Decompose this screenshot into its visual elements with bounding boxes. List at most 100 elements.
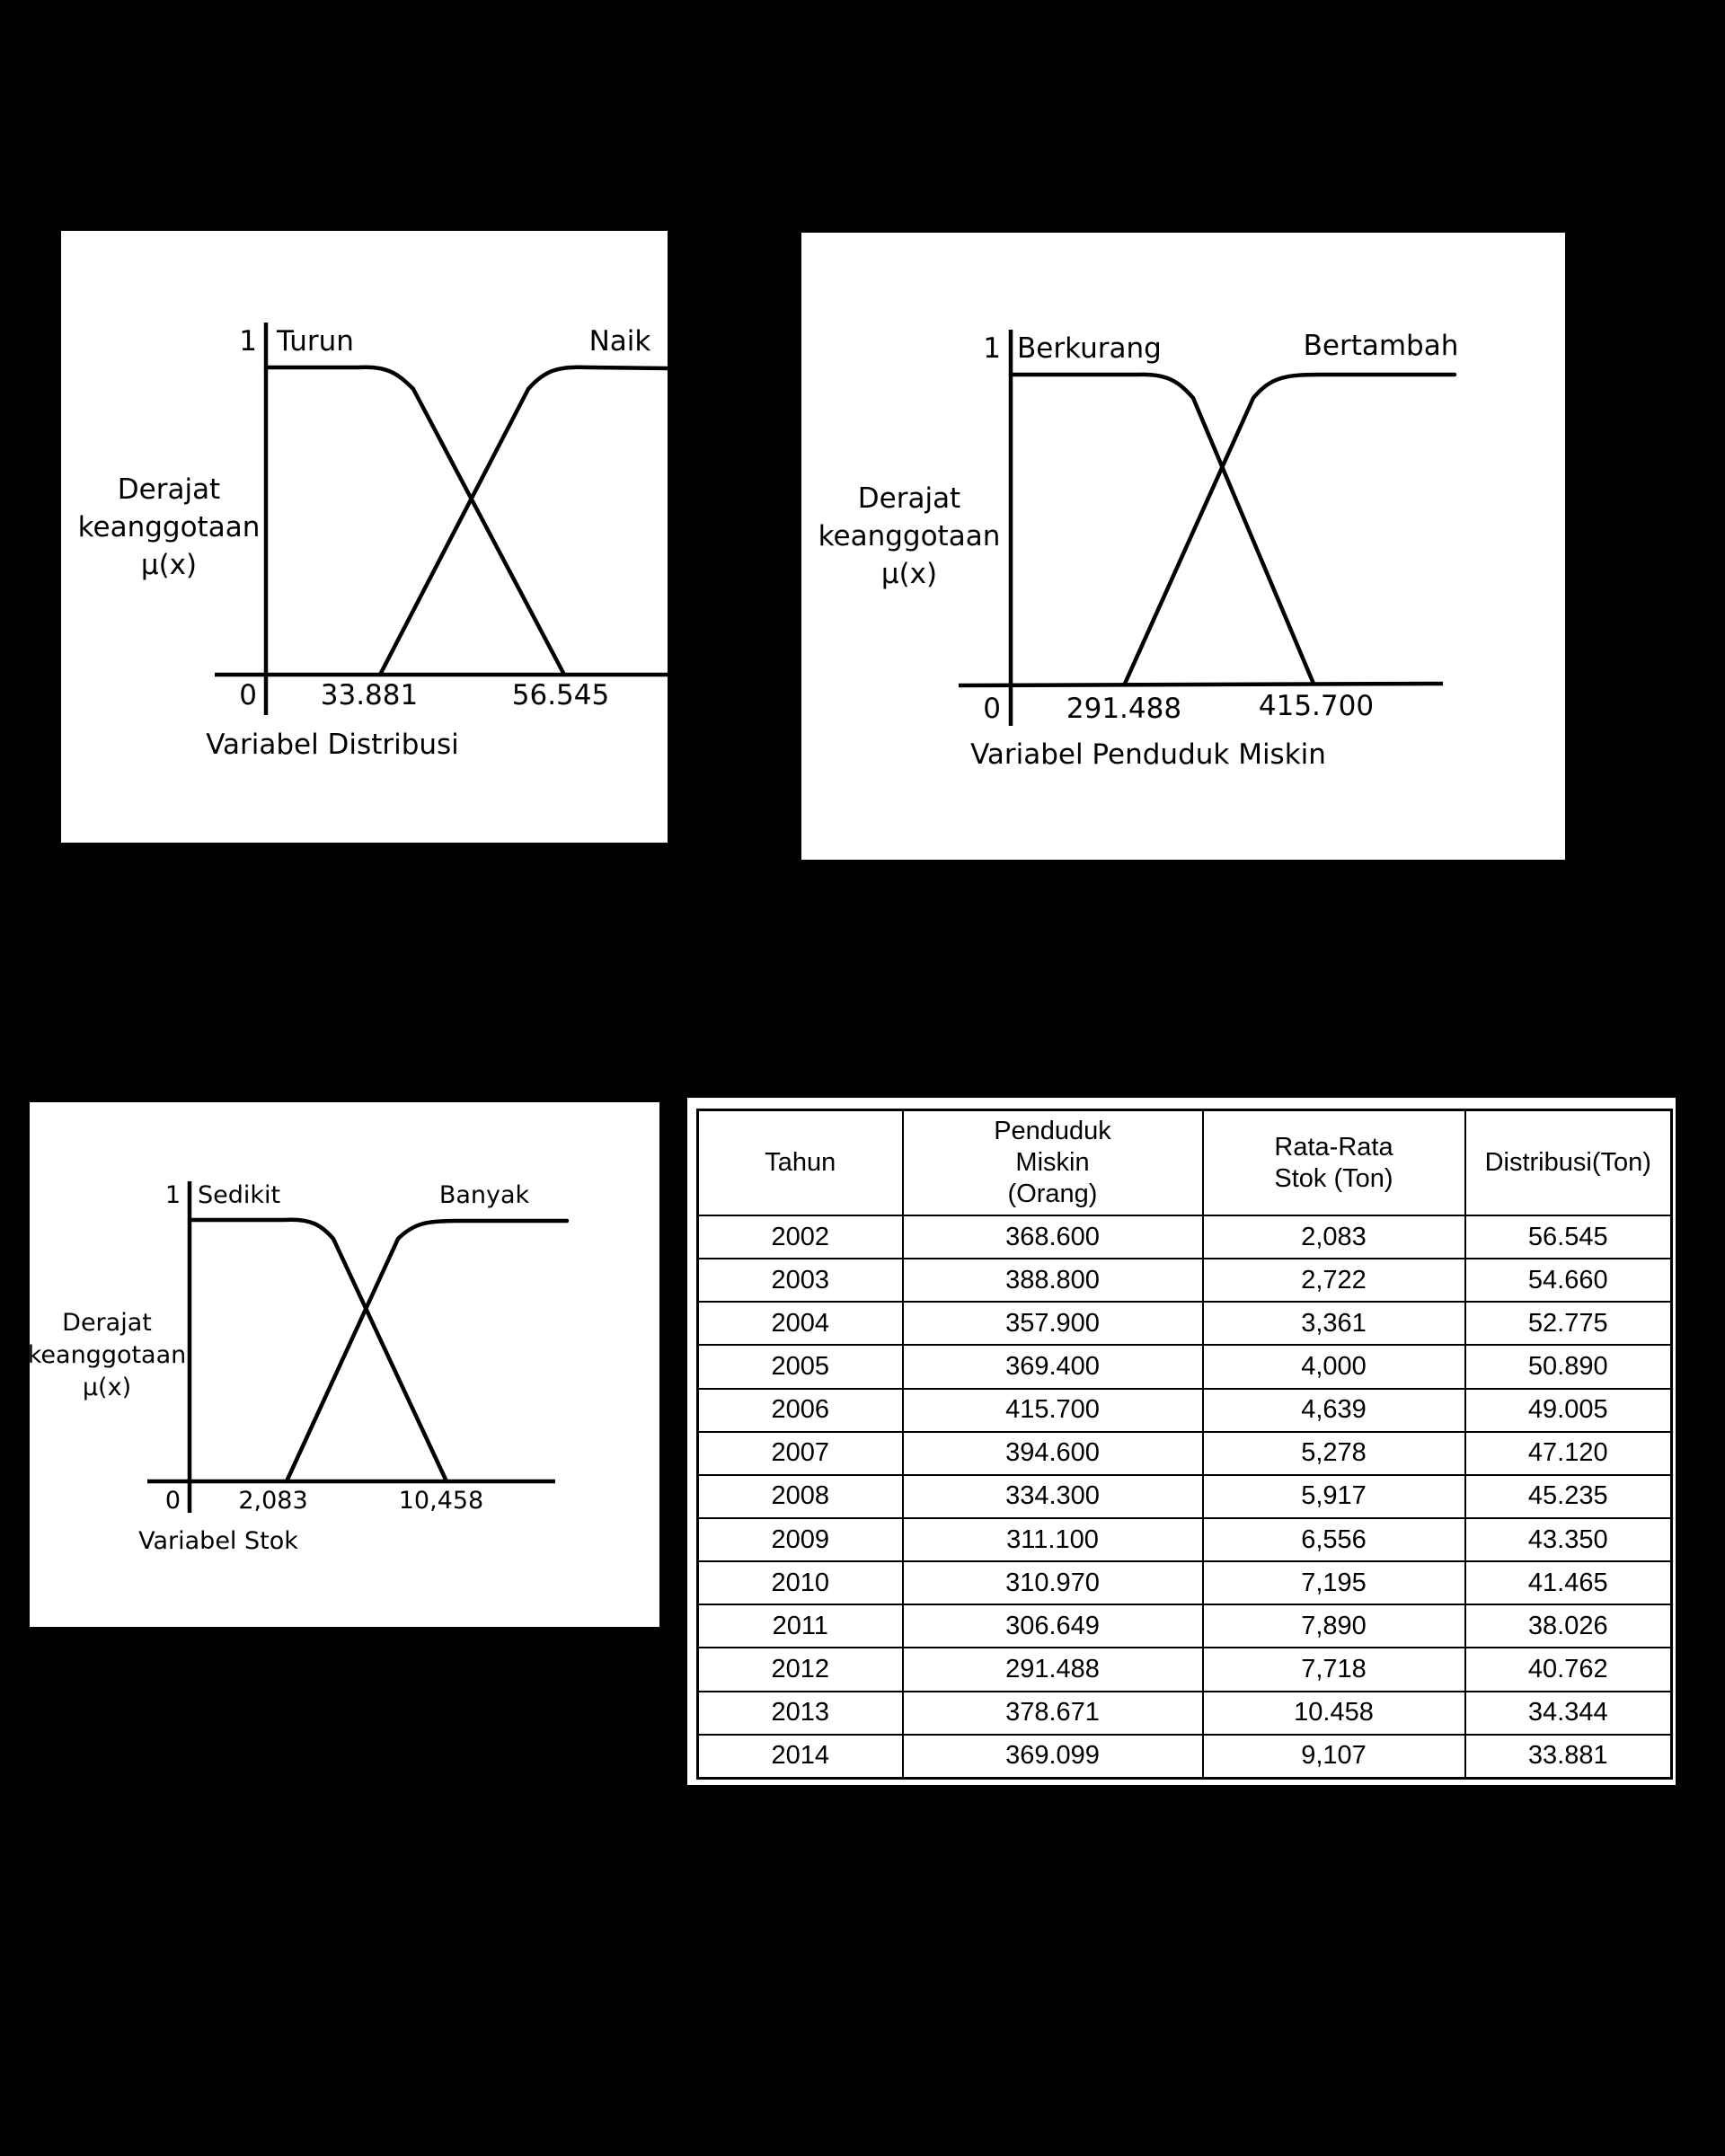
cell-rata-rata-stok: 2,083 bbox=[1201, 1214, 1466, 1260]
cell-penduduk-miskin: 369.400 bbox=[901, 1344, 1204, 1390]
table-row: 2010 310.970 7,195 41.465 bbox=[696, 1560, 1673, 1606]
cell-rata-rata-stok: 4,000 bbox=[1201, 1344, 1466, 1390]
axis-one-label: 1 bbox=[165, 1181, 181, 1209]
cell-distribusi: 33.881 bbox=[1464, 1733, 1673, 1780]
table-row: 2006 415.700 4,639 49.005 bbox=[696, 1387, 1673, 1433]
table-row: 2009 311.100 6,556 43.350 bbox=[696, 1516, 1673, 1563]
breakpoint-label-1: 33.881 bbox=[321, 679, 418, 711]
breakpoint-label-2: 56.545 bbox=[512, 679, 609, 711]
set-curve-banyak bbox=[284, 1218, 570, 1484]
y-axis-label-line-1: Derajat bbox=[858, 482, 960, 515]
cell-penduduk-miskin: 334.300 bbox=[901, 1473, 1204, 1519]
header-line: Tahun bbox=[765, 1148, 836, 1177]
cell-penduduk-miskin: 388.800 bbox=[901, 1258, 1204, 1303]
x-axis-label: Variabel Stok bbox=[138, 1527, 298, 1555]
cell-rata-rata-stok: 6,556 bbox=[1201, 1516, 1466, 1563]
cell-distribusi: 45.235 bbox=[1464, 1473, 1673, 1519]
data-table: Tahun Penduduk Miskin (Orang) Rata-Rata … bbox=[696, 1109, 1673, 1780]
cell-distribusi: 49.005 bbox=[1464, 1387, 1673, 1433]
cell-penduduk-miskin: 310.970 bbox=[901, 1560, 1204, 1606]
cell-tahun: 2012 bbox=[696, 1647, 904, 1692]
header-line: Distribusi(Ton) bbox=[1484, 1148, 1651, 1177]
breakpoint-label-2: 415.700 bbox=[1259, 690, 1374, 722]
cell-rata-rata-stok: 10.458 bbox=[1201, 1690, 1466, 1736]
axis-one-label: 1 bbox=[983, 332, 1001, 365]
cell-tahun: 2002 bbox=[696, 1214, 904, 1260]
diagram-stok: 1 0 Sedikit Banyak 2,083 10,458 Derajat … bbox=[28, 1102, 659, 1627]
set-curve-sedikit bbox=[187, 1217, 449, 1484]
column-header-tahun: Tahun bbox=[696, 1109, 904, 1216]
cell-rata-rata-stok: 7,890 bbox=[1201, 1604, 1466, 1649]
cell-tahun: 2007 bbox=[696, 1430, 904, 1476]
header-line: Penduduk bbox=[994, 1117, 1111, 1145]
cell-rata-rata-stok: 9,107 bbox=[1201, 1733, 1466, 1780]
cell-tahun: 2009 bbox=[696, 1516, 904, 1563]
cell-rata-rata-stok: 4,639 bbox=[1201, 1387, 1466, 1433]
cell-tahun: 2014 bbox=[696, 1733, 904, 1780]
membership-chart-distribusi: 1 0 Turun Naik 33.881 56.545 Derajat kea… bbox=[78, 323, 670, 761]
column-header-distribusi: Distribusi(Ton) bbox=[1464, 1109, 1673, 1216]
cell-distribusi: 34.344 bbox=[1464, 1690, 1673, 1736]
x-axis bbox=[958, 681, 1444, 688]
cell-tahun: 2008 bbox=[696, 1473, 904, 1519]
cell-penduduk-miskin: 291.488 bbox=[901, 1647, 1204, 1692]
cell-penduduk-miskin: 311.100 bbox=[901, 1516, 1204, 1563]
cell-rata-rata-stok: 5,278 bbox=[1201, 1430, 1466, 1476]
cell-distribusi: 54.660 bbox=[1464, 1258, 1673, 1303]
y-axis-label-line-3: µ(x) bbox=[881, 558, 937, 590]
cell-tahun: 2010 bbox=[696, 1560, 904, 1606]
y-axis-label-line-2: keanggotaan bbox=[818, 520, 1001, 552]
cell-rata-rata-stok: 5,917 bbox=[1201, 1473, 1466, 1519]
header-line: Stok (Ton) bbox=[1274, 1163, 1393, 1193]
table-row: 2004 357.900 3,361 52.775 bbox=[696, 1301, 1673, 1347]
membership-chart-penduduk-miskin: 1 0 Berkurang Bertambah 291.488 415.700 … bbox=[818, 330, 1458, 771]
cell-penduduk-miskin: 378.671 bbox=[901, 1690, 1204, 1736]
axis-zero-label: 0 bbox=[983, 693, 1001, 725]
cell-rata-rata-stok: 2,722 bbox=[1201, 1258, 1466, 1303]
cell-distribusi: 47.120 bbox=[1464, 1430, 1673, 1476]
axis-zero-label: 0 bbox=[165, 1487, 181, 1515]
cell-rata-rata-stok: 7,718 bbox=[1201, 1647, 1466, 1692]
table-row: 2012 291.488 7,718 40.762 bbox=[696, 1647, 1673, 1692]
axis-one-label: 1 bbox=[239, 325, 257, 358]
cell-tahun: 2005 bbox=[696, 1344, 904, 1390]
cell-penduduk-miskin: 306.649 bbox=[901, 1604, 1204, 1649]
table-row: 2003 388.800 2,722 54.660 bbox=[696, 1258, 1673, 1303]
header-line: Miskin bbox=[1015, 1148, 1090, 1177]
y-axis-label-line-2: keanggotaan bbox=[78, 511, 261, 543]
cell-distribusi: 56.545 bbox=[1464, 1214, 1673, 1260]
cell-distribusi: 52.775 bbox=[1464, 1301, 1673, 1347]
header-line: Rata-Rata bbox=[1274, 1132, 1393, 1162]
y-axis-label-line-3: µ(x) bbox=[141, 549, 197, 581]
membership-chart-stok: 1 0 Sedikit Banyak 2,083 10,458 Derajat … bbox=[28, 1181, 570, 1555]
cell-tahun: 2011 bbox=[696, 1604, 904, 1649]
set-label-banyak: Banyak bbox=[439, 1181, 530, 1209]
cell-rata-rata-stok: 3,361 bbox=[1201, 1301, 1466, 1347]
cell-rata-rata-stok: 7,195 bbox=[1201, 1560, 1466, 1606]
set-label-naik: Naik bbox=[589, 325, 651, 358]
cell-penduduk-miskin: 394.600 bbox=[901, 1430, 1204, 1476]
x-axis-label: Variabel Penduduk Miskin bbox=[970, 738, 1326, 771]
table-row: 2002 368.600 2,083 56.545 bbox=[696, 1214, 1673, 1260]
diagram-penduduk-miskin: 1 0 Berkurang Bertambah 291.488 415.700 … bbox=[801, 233, 1565, 860]
set-label-berkurang: Berkurang bbox=[1017, 332, 1162, 365]
cell-distribusi: 41.465 bbox=[1464, 1560, 1673, 1606]
cell-tahun: 2004 bbox=[696, 1301, 904, 1347]
cell-tahun: 2003 bbox=[696, 1258, 904, 1303]
set-curve-turun bbox=[263, 365, 567, 677]
column-header-rata-rata-stok: Rata-Rata Stok (Ton) bbox=[1201, 1109, 1466, 1216]
cell-distribusi: 38.026 bbox=[1464, 1604, 1673, 1649]
breakpoint-label-1: 2,083 bbox=[238, 1487, 307, 1515]
cell-tahun: 2006 bbox=[696, 1387, 904, 1433]
y-axis-label-line-1: Derajat bbox=[62, 1309, 152, 1337]
set-curve-naik bbox=[377, 365, 670, 677]
table-row: 2007 394.600 5,278 47.120 bbox=[696, 1430, 1673, 1476]
breakpoint-label-2: 10,458 bbox=[399, 1487, 483, 1515]
set-label-sedikit: Sedikit bbox=[198, 1181, 280, 1209]
cell-penduduk-miskin: 369.099 bbox=[901, 1733, 1204, 1780]
y-axis-label-line-2: keanggotaan bbox=[28, 1341, 187, 1369]
set-label-turun: Turun bbox=[276, 325, 354, 358]
y-axis-label-line-3: µ(x) bbox=[83, 1374, 131, 1401]
table-row: 2013 378.671 10.458 34.344 bbox=[696, 1690, 1673, 1736]
x-axis-label: Variabel Distribusi bbox=[206, 729, 459, 761]
